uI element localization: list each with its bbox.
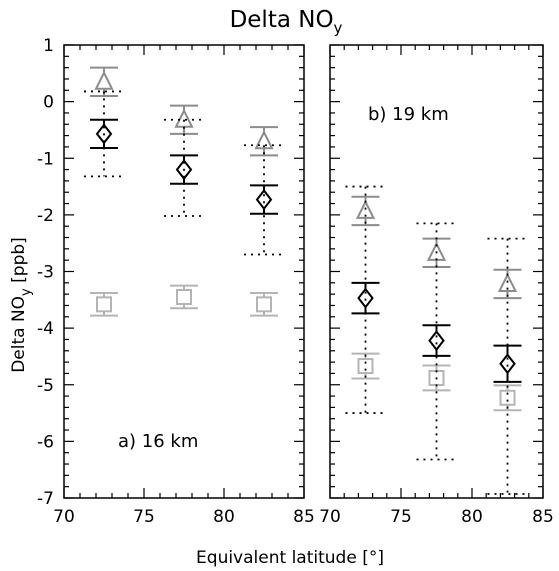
diamond-marker xyxy=(499,353,516,375)
triangle-marker xyxy=(94,70,114,90)
square-marker xyxy=(499,389,516,406)
x-tick-label: 75 xyxy=(390,507,412,527)
triangle-marker xyxy=(497,272,518,292)
square-marker xyxy=(96,296,112,313)
y-axis-label: Delta NOy [ppb] xyxy=(9,237,34,373)
panel-b: 70 75 80 85 b) 19 km xyxy=(319,44,554,527)
x-tick-label: 85 xyxy=(293,507,315,527)
y-tick-label: 0 xyxy=(43,93,54,113)
square-marker xyxy=(256,296,272,313)
y-tick-label: -1 xyxy=(37,149,54,169)
triangle-marker xyxy=(174,108,194,128)
y-tick-label: -6 xyxy=(37,432,54,452)
x-axis-label: Equivalent latitude [°] xyxy=(196,548,384,568)
square-marker xyxy=(176,288,192,305)
diamond-marker xyxy=(428,329,445,352)
y-tick-label: -4 xyxy=(37,319,54,339)
diamond-marker xyxy=(255,188,273,211)
x-tick-label: 70 xyxy=(53,507,75,527)
square-marker xyxy=(357,358,374,375)
panel-label: b) 19 km xyxy=(368,104,449,125)
chart-title: Delta NOy xyxy=(230,7,343,37)
y-tick-label: -2 xyxy=(37,206,54,226)
y-tick-label: -3 xyxy=(37,263,54,283)
y-tick-label: 1 xyxy=(43,36,54,56)
x-tick-label: 85 xyxy=(532,507,554,527)
panels: 70 75 80 85 1 0 -1 -2 -3 -4 -5 -6 -7 a) 16 km 70 75 80 85… xyxy=(37,36,554,527)
x-tick-label: 75 xyxy=(133,507,155,527)
y-tick-label: -7 xyxy=(37,489,54,509)
panel-label: a) 16 km xyxy=(118,431,198,452)
panel-a: 70 75 80 85 1 0 -1 -2 -3 -4 -5 -6 -7 a) 16 km xyxy=(37,36,315,527)
y-tick-label: -5 xyxy=(37,376,54,396)
x-tick-label: 70 xyxy=(319,507,341,527)
triangle-marker xyxy=(254,130,274,150)
x-tick-label: 80 xyxy=(461,507,483,527)
triangle-marker xyxy=(355,199,376,219)
x-tick-label: 80 xyxy=(213,507,235,527)
